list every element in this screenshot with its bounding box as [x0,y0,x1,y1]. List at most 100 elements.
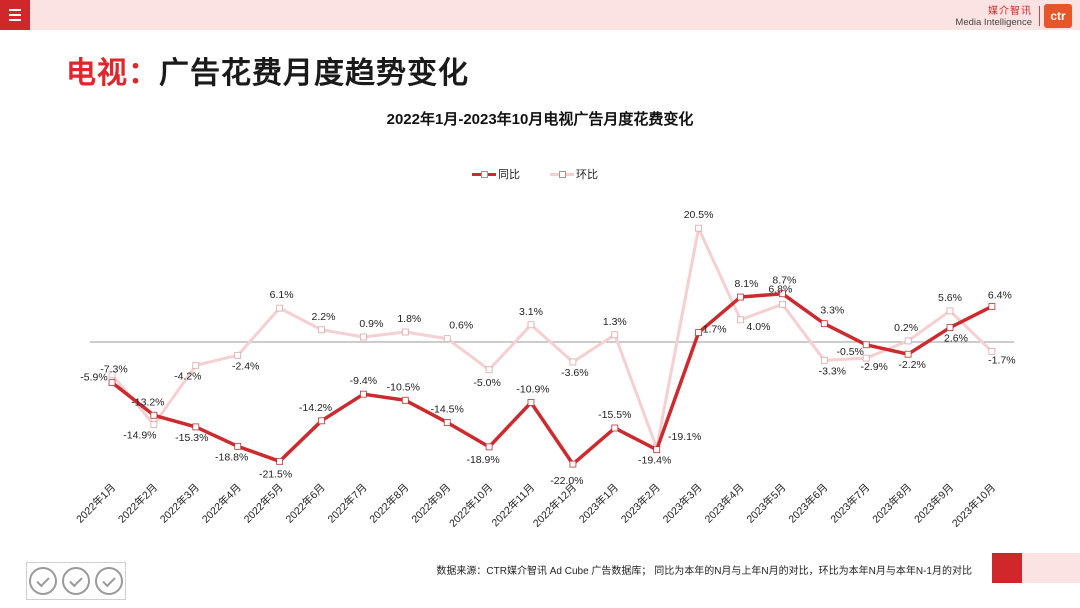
data-point-mom [527,321,535,329]
data-point-yoy [569,460,577,468]
data-point-mom [359,333,367,341]
data-label-mom: -3.3% [819,365,846,377]
data-label-yoy: -18.8% [215,451,248,463]
data-label-yoy: -19.4% [638,455,671,467]
legend-label-mom: 环比 [576,169,598,181]
data-point-yoy [653,446,661,454]
data-point-mom [108,371,116,379]
x-tick-label: 2023年9月 [911,481,956,526]
series-line-yoy [110,291,994,466]
chart-title: 2022年1月-2023年10月电视广告月度花费变化 [386,111,694,128]
data-label-mom: 0.2% [894,322,918,334]
data-point-mom [904,337,912,345]
data-label-yoy: 8.1% [735,278,759,290]
brand-cn: 媒介智讯 [988,6,1032,17]
x-tick-label: 2023年6月 [786,481,831,526]
data-label-yoy: -7.3% [100,364,127,376]
data-point-yoy [108,379,116,386]
data-point-yoy [904,350,912,358]
page-title: 电视：广告花费月度趋势变化 [66,48,469,92]
data-label-mom: 1.3% [603,316,627,328]
x-tick-label: 2022年12月 [530,481,579,530]
data-label-mom: 6.1% [270,289,294,301]
data-label-yoy: -18.9% [466,454,499,466]
data-point-yoy [527,399,535,406]
x-tick-label: 2023年4月 [702,481,747,526]
legend-item-yoy: 同比 [472,166,520,182]
x-tick-label: 2023年1月 [576,481,621,526]
menu-icon[interactable] [0,0,30,30]
data-label-yoy: 1.7% [703,324,727,336]
data-point-yoy [485,443,493,451]
data-point-yoy [695,329,702,336]
data-point-yoy [192,423,200,431]
data-point-yoy [150,411,158,419]
data-label-mom: 0.9% [359,318,383,330]
x-tick-label: 2022年6月 [283,481,328,526]
data-label-mom: 2.2% [312,311,336,323]
data-label-yoy: -10.9% [516,383,549,395]
data-point-mom [485,366,493,374]
data-label-mom: -19.1% [668,431,701,443]
data-label-mom: 20.5% [684,209,714,221]
sgs-badge-icon [61,567,90,595]
brand-en: Media Intelligence [955,17,1032,28]
ctr-logo: ctr [1044,4,1072,28]
legend-item-mom: 环比 [550,166,598,182]
data-label-yoy: 3.3% [820,305,844,317]
data-label-yoy: -14.2% [299,402,332,414]
data-label-yoy: -0.5% [836,346,863,358]
data-point-mom [318,326,325,334]
x-tick-label: 2023年2月 [618,481,663,526]
data-point-mom [276,304,284,312]
brand-text: 媒介智讯 Media Intelligence [955,6,1032,28]
data-label-mom: 5.6% [938,292,962,304]
page-title-main: 广告花费月度趋势变化 [159,57,469,90]
x-tick-label: 2022年10月 [446,481,495,530]
data-label-mom: 1.8% [397,313,421,325]
chart-legend: 同比 环比 [472,166,598,182]
legend-label-yoy: 同比 [498,169,520,181]
data-label-mom: -1.7% [988,354,1015,366]
data-label-yoy: -21.5% [259,468,292,480]
data-point-mom [611,331,619,339]
data-point-yoy [611,424,619,432]
certification-badges [26,562,126,600]
data-label-mom: 0.6% [449,320,473,332]
data-label-mom: 3.1% [519,306,543,318]
legend-swatch-mom [550,169,574,179]
data-label-mom: -2.4% [232,360,259,372]
x-tick-label: 2022年8月 [367,481,412,526]
data-label-mom: -5.9% [80,372,107,384]
data-point-mom [988,348,996,355]
x-tick-label: 2022年2月 [115,481,160,526]
data-point-mom [401,328,409,336]
data-point-mom [192,361,200,369]
data-point-yoy [779,290,786,298]
data-label-yoy: -22.0% [550,475,583,487]
data-point-mom [234,351,242,359]
legend-swatch-yoy [472,169,496,179]
source-note: 数据来源：CTR媒介智讯 Ad Cube 广告数据库； 同比为本年的N月与上年N… [436,566,972,577]
data-point-yoy [234,442,242,450]
data-label-yoy: 6.4% [988,289,1012,301]
x-tick-label: 2022年4月 [199,481,244,526]
sgs-badge-icon [29,567,58,595]
data-label-mom: 6.8% [768,283,792,295]
data-label-mom: -14.9% [123,430,156,442]
x-tick-label: 2022年5月 [241,481,286,526]
sgs-badge-icon [94,567,123,595]
x-tick-label: 2022年11月 [489,481,537,529]
data-label-mom: -4.2% [174,370,201,382]
data-label-yoy: -14.5% [431,403,464,415]
data-label-mom: -3.6% [561,367,588,379]
data-point-yoy [276,457,284,465]
data-point-yoy [401,396,409,404]
footer-accent-light [1022,553,1080,583]
data-label-mom: -5.0% [473,377,500,389]
data-label-yoy: -13.2% [131,396,164,408]
data-label-yoy: -10.5% [387,381,420,393]
page-title-prefix: 电视： [66,57,159,90]
data-point-mom [820,356,828,364]
data-point-yoy [737,293,744,301]
